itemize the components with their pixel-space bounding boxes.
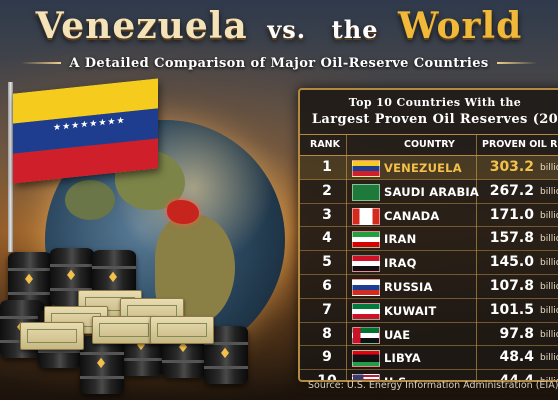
subtitle-row: A Detailed Comparison of Major Oil-Reser… <box>0 52 558 74</box>
cash-stack-icon <box>92 316 156 344</box>
reserves-value-cell: 48.4 <box>499 349 534 366</box>
table-row: 1 VENEZUELA 303.2 billio <box>300 156 558 180</box>
column-header-rank: RANK <box>310 139 340 150</box>
reserves-unit-cell: billio <box>540 258 558 269</box>
uae-flag-icon <box>352 326 380 344</box>
reserves-unit-cell: billio <box>540 163 558 173</box>
reserves-unit-cell: billio <box>540 281 558 292</box>
oil-barrel-icon: ♦ <box>204 326 248 384</box>
table-row: 3 CANADA 171.0 billio <box>300 204 558 228</box>
title-vs: vs. <box>267 15 307 44</box>
venezuela-highlight <box>167 200 199 224</box>
iraq-flag-icon <box>352 255 380 273</box>
venezuela-flag-illustration: ★★★★★★★★ <box>13 78 158 184</box>
rank-cell: 7 <box>322 301 332 318</box>
reserves-unit-cell: billio <box>540 377 558 380</box>
column-divider <box>476 134 477 380</box>
page-title: Venezuela vs. the World <box>0 4 558 52</box>
table-row: 8 UAE 97.8 billio <box>300 323 558 347</box>
canada-flag-icon <box>352 207 380 225</box>
country-cell: IRAN <box>384 232 417 247</box>
rank-cell: 1 <box>322 159 332 175</box>
rank-cell: 2 <box>322 182 332 199</box>
country-cell: SAUDI ARABIA <box>384 184 479 199</box>
column-header-country: COUNTRY <box>404 139 455 150</box>
table-heading-line1: Top 10 Countries With the <box>348 96 522 109</box>
reserves-value-cell: 303.2 <box>489 159 534 175</box>
table-row: 5 IRAQ 145.0 billio <box>300 251 558 275</box>
page-subtitle: A Detailed Comparison of Major Oil-Reser… <box>69 55 489 71</box>
title-the: the <box>331 15 379 44</box>
country-cell: UAE <box>384 327 411 342</box>
reserves-unit-cell: billio <box>540 210 558 221</box>
title-world: World <box>398 5 523 47</box>
table-row: 2 SAUDI ARABIA 267.2 billio <box>300 180 558 204</box>
subtitle-rule-left <box>21 62 62 64</box>
reserves-value-cell: 44.4 <box>499 373 534 382</box>
title-venezuela: Venezuela <box>35 5 248 47</box>
country-cell: KUWAIT <box>384 303 437 318</box>
table-body: 1 VENEZUELA 303.2 billio 2 SAUDI ARABIA 267.2 b… <box>300 156 558 382</box>
rank-cell: 5 <box>322 254 332 271</box>
reserves-unit-cell: billio <box>540 234 558 245</box>
reserves-value-cell: 107.8 <box>489 277 534 294</box>
rank-cell: 10 <box>317 373 337 382</box>
table-heading: Top 10 Countries With the Largest Proven… <box>300 90 558 135</box>
table-row: 4 IRAN 157.8 billio <box>300 227 558 252</box>
reserves-unit-cell: billio <box>540 329 558 340</box>
reserves-value-cell: 145.0 <box>489 254 534 271</box>
russia-flag-icon <box>352 278 380 296</box>
country-cell: LIBYA <box>384 351 421 366</box>
source-citation: Source: U.S. Energy Information Administ… <box>308 380 558 391</box>
country-cell: CANADA <box>384 208 440 223</box>
table-row: 7 KUWAIT 101.5 billio <box>300 299 558 323</box>
column-divider <box>346 134 347 380</box>
rank-cell: 6 <box>322 277 332 294</box>
column-header-reserves: PROVEN OIL RES <box>482 139 558 150</box>
saudi-arabia-flag-icon <box>352 183 380 201</box>
reserves-unit-cell: billio <box>540 186 558 197</box>
usa-flag-icon <box>352 374 380 380</box>
reserves-value-cell: 157.8 <box>489 230 534 247</box>
flag-stars-icon: ★★★★★★★★ <box>53 115 126 134</box>
reserves-unit-cell: billio <box>540 353 558 364</box>
oil-barrel-icon: ♦ <box>80 336 124 394</box>
iran-flag-icon <box>352 231 380 249</box>
cash-stack-icon <box>20 322 84 350</box>
table-row: 10 U.S. 44.4 billio <box>300 370 558 382</box>
table-heading-line2: Largest Proven Oil Reserves (20 <box>311 112 558 127</box>
reserves-value-cell: 267.2 <box>489 182 534 199</box>
continent-shape <box>65 180 115 220</box>
reserves-value-cell: 171.0 <box>489 206 534 223</box>
reserves-value-cell: 97.8 <box>499 325 534 342</box>
libya-flag-icon <box>352 350 380 368</box>
country-cell: RUSSIA <box>384 279 433 294</box>
venezuela-flag-icon <box>352 160 380 177</box>
kuwait-flag-icon <box>352 302 380 320</box>
rank-cell: 9 <box>322 349 332 366</box>
reserves-value-cell: 101.5 <box>489 301 534 318</box>
cash-stack-icon <box>150 316 214 344</box>
oil-reserves-table: Top 10 Countries With the Largest Proven… <box>298 88 558 382</box>
subtitle-rule-right <box>496 62 537 64</box>
rank-cell: 8 <box>322 325 332 342</box>
reserves-unit-cell: billio <box>540 305 558 316</box>
country-cell: IRAQ <box>384 256 417 271</box>
flagpole <box>8 82 13 252</box>
table-row: 6 RUSSIA 107.8 billio <box>300 275 558 299</box>
rank-cell: 4 <box>322 230 332 247</box>
country-cell: U.S. <box>384 375 411 380</box>
country-cell: VENEZUELA <box>384 161 462 175</box>
table-row: 9 LIBYA 48.4 billio <box>300 346 558 371</box>
table-column-headers: RANK COUNTRY PROVEN OIL RES <box>300 135 558 156</box>
rank-cell: 3 <box>322 206 332 223</box>
